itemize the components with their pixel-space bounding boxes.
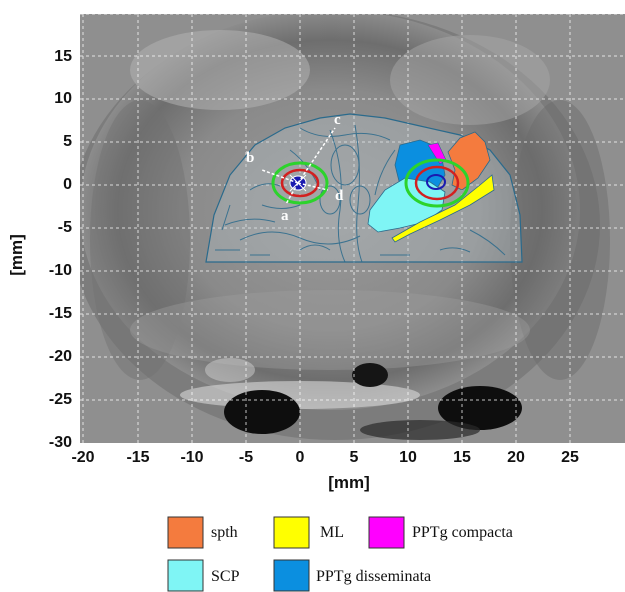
y-tick: 10 [54, 90, 72, 107]
y-tick: -15 [49, 305, 72, 322]
x-tick: 0 [296, 449, 305, 466]
legend-swatch-pptg-compacta [368, 516, 405, 549]
legend-label-scp: SCP [211, 568, 240, 585]
x-tick: -15 [126, 449, 149, 466]
x-tick: -10 [180, 449, 203, 466]
legend-label-pptg-compacta: PPTg compacta [412, 524, 513, 541]
label-d: d [335, 188, 344, 204]
legend-swatch-ml [273, 516, 310, 549]
x-tick: -20 [71, 449, 94, 466]
y-tick: -5 [58, 219, 72, 236]
label-b: b [246, 150, 254, 166]
x-axis-label: [mm] [328, 473, 370, 492]
legend-label-ml: ML [320, 524, 344, 541]
x-tick: 25 [561, 449, 579, 466]
y-axis-ticks: 15 10 5 0 -5 -10 -15 -20 -25 -30 [49, 48, 72, 451]
annotation-arrows [261, 127, 336, 205]
x-tick: 20 [507, 449, 525, 466]
x-axis-ticks: -20 -15 -10 -5 0 5 10 15 20 25 [71, 449, 579, 466]
atlas-overlay [205, 113, 523, 263]
y-tick: -25 [49, 391, 72, 408]
legend-swatch-spth [167, 516, 204, 549]
y-tick: 5 [63, 133, 72, 150]
legend-label-spth: spth [211, 524, 238, 541]
legend: spth ML PPTg compacta SCP PPTg dissemina… [167, 516, 513, 592]
grid [80, 13, 625, 443]
y-tick: -10 [49, 262, 72, 279]
label-a: a [281, 208, 289, 224]
y-tick: -20 [49, 348, 72, 365]
y-tick: 15 [54, 48, 72, 65]
y-axis-label: [mm] [7, 234, 26, 276]
x-tick: 15 [453, 449, 471, 466]
label-c: c [334, 112, 341, 128]
y-tick: -30 [49, 434, 72, 451]
x-tick: -5 [239, 449, 253, 466]
y-tick: 0 [63, 176, 72, 193]
x-tick: 5 [350, 449, 359, 466]
mri-background [80, 14, 625, 443]
legend-swatch-pptg-disseminata [273, 559, 310, 592]
target-right [404, 158, 470, 208]
x-tick: 10 [399, 449, 417, 466]
legend-label-pptg-disseminata: PPTg disseminata [316, 568, 431, 585]
legend-swatch-scp [167, 559, 204, 592]
